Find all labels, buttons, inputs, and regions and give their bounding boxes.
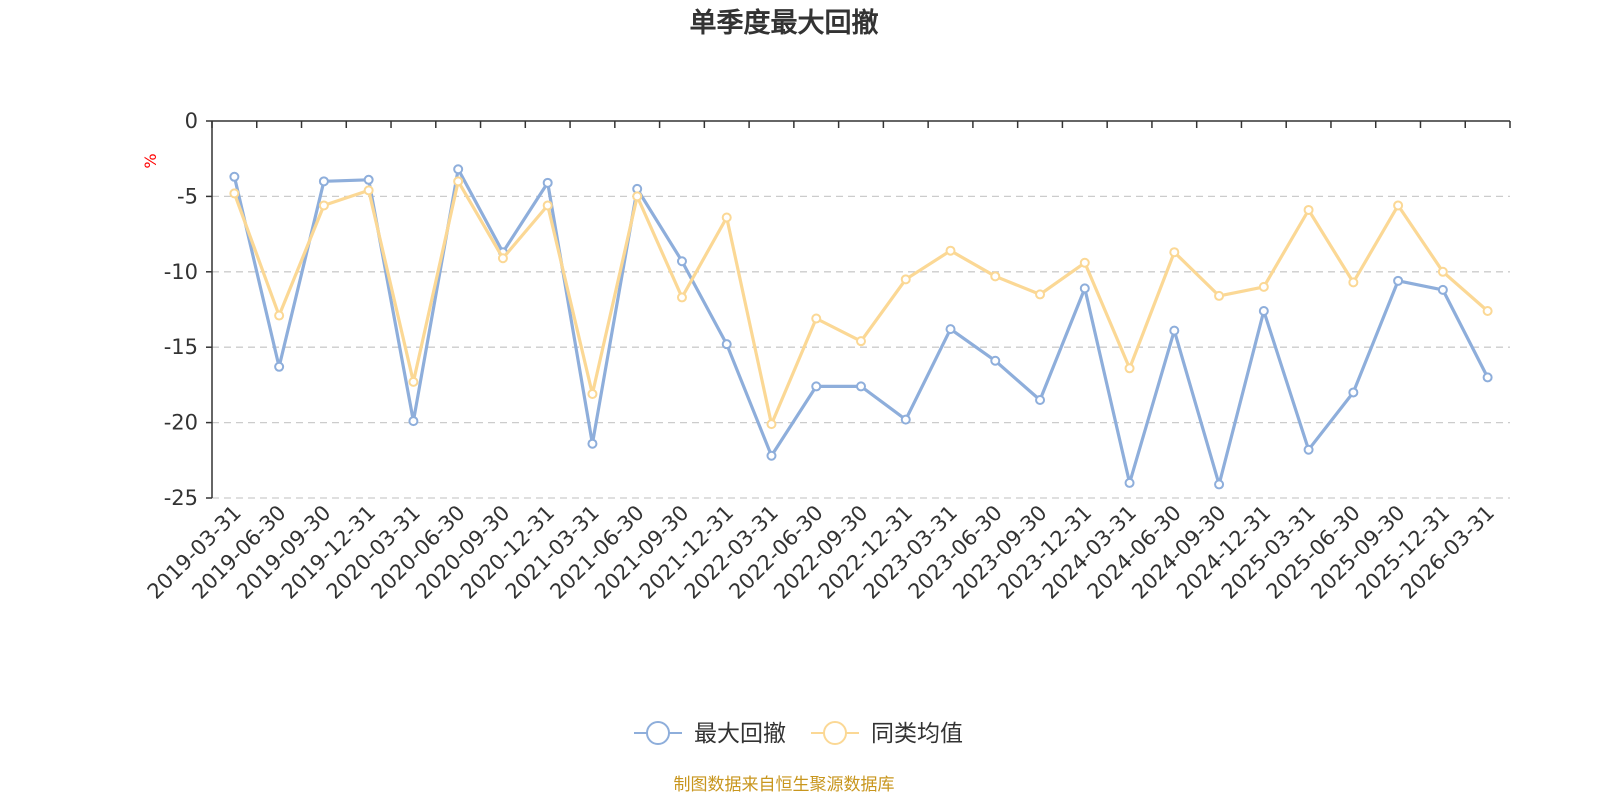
series-point-2: [587, 388, 598, 399]
legend-circle-icon: [646, 721, 670, 745]
y-axis-unit-label: %: [141, 153, 160, 168]
series-point-2: [318, 200, 329, 211]
series-point-2: [766, 419, 777, 430]
series-point-1: [1214, 479, 1225, 490]
series-point-2: [1437, 266, 1448, 277]
series-point-2: [229, 188, 240, 199]
y-tick-label: -20: [164, 411, 198, 435]
legend-circle-icon: [823, 721, 847, 745]
series-point-2: [1124, 363, 1135, 374]
series-point-2: [945, 245, 956, 256]
series-point-2: [1079, 257, 1090, 268]
y-tick-label: -15: [164, 335, 198, 359]
series-point-2: [1482, 306, 1493, 317]
series-point-1: [1169, 325, 1180, 336]
series-point-2: [900, 274, 911, 285]
series-point-2: [1348, 277, 1359, 288]
series-point-2: [1258, 281, 1269, 292]
grid-lines: [212, 195, 1510, 499]
series-point-1: [721, 339, 732, 350]
series-point-2: [453, 176, 464, 187]
series-point-1: [811, 381, 822, 392]
series-point-1: [1437, 284, 1448, 295]
series-point-2: [721, 212, 732, 223]
series-point-1: [1482, 372, 1493, 383]
series-point-1: [1348, 387, 1359, 398]
series-point-2: [632, 191, 643, 202]
data-source-note: 制图数据来自恒生聚源数据库: [674, 775, 895, 795]
series-point-2: [676, 292, 687, 303]
series-point-1: [856, 381, 866, 392]
series-point-1: [1303, 444, 1314, 455]
series-point-1: [766, 450, 777, 461]
series-point-1: [408, 416, 419, 427]
legend-item-2[interactable]: 同类均值: [811, 721, 963, 747]
series-point-2: [1214, 290, 1225, 301]
legend-label: 最大回撤: [694, 721, 786, 747]
series-point-2: [363, 185, 374, 196]
series-point-1: [945, 324, 956, 335]
series-point-1: [990, 355, 1001, 366]
y-tick-label: -10: [164, 260, 198, 284]
series-point-2: [1393, 200, 1404, 211]
y-tick-label: 0: [185, 109, 198, 133]
series-point-1: [274, 361, 285, 372]
series-point-2: [856, 336, 866, 347]
series-point-2: [811, 313, 822, 324]
series-point-2: [497, 253, 508, 264]
series-line-1: [232, 167, 1490, 486]
series-point-2: [990, 271, 1001, 282]
y-tick-label: -25: [164, 486, 198, 510]
legend-label: 同类均值: [871, 721, 963, 747]
series-point-1: [900, 414, 911, 425]
series-point-2: [274, 310, 285, 321]
series-point-1: [676, 256, 687, 267]
series-point-1: [542, 177, 553, 188]
legend-item-1[interactable]: 最大回撤: [634, 721, 786, 747]
series-point-1: [1035, 394, 1046, 405]
series-point-2: [542, 200, 553, 211]
series-point-1: [1393, 275, 1404, 286]
axes: 0-5-10-15-20-252019-03-312019-06-302019-…: [143, 109, 1511, 604]
series-point-2: [1303, 204, 1314, 215]
series-point-1: [363, 174, 374, 185]
legend[interactable]: 最大回撤 同类均值: [634, 721, 963, 747]
series-point-2: [1169, 247, 1180, 258]
series-point-1: [1079, 283, 1090, 294]
series-point-2: [408, 376, 419, 387]
series-point-1: [318, 176, 329, 187]
series-point-1: [453, 164, 464, 175]
series-point-1: [1124, 477, 1135, 488]
series-group: [229, 164, 1493, 490]
series-point-2: [1035, 289, 1046, 300]
y-tick-label: -5: [177, 184, 198, 208]
series-point-1: [1258, 306, 1269, 317]
series-point-1: [229, 171, 240, 182]
series-point-1: [587, 438, 598, 449]
chart-title: 单季度最大回撤: [690, 7, 879, 39]
